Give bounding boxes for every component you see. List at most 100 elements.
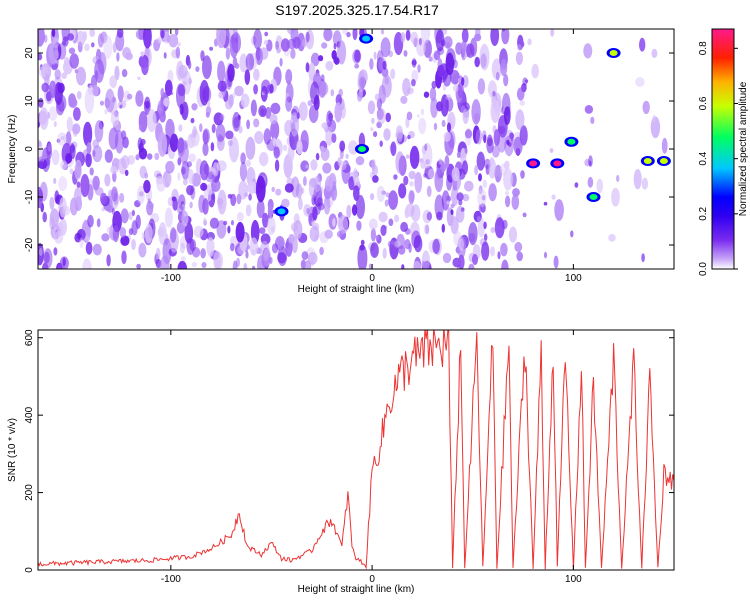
speckle-blob bbox=[515, 109, 525, 131]
speckle-blob bbox=[583, 43, 593, 59]
speckle-blob bbox=[326, 110, 333, 128]
speckle-blob bbox=[69, 53, 79, 69]
speckle-blob bbox=[403, 175, 409, 186]
speckle-blob bbox=[165, 118, 175, 140]
figure-title: S197.2025.325.17.54.R17 bbox=[275, 2, 439, 18]
speckle-blob bbox=[92, 181, 99, 192]
speckle-blob bbox=[74, 232, 82, 243]
speckle-blob bbox=[442, 69, 452, 87]
speckle-blob bbox=[281, 198, 290, 208]
speckle-blob bbox=[211, 178, 221, 192]
speckle-blob bbox=[295, 183, 303, 199]
speckle-blob bbox=[474, 165, 479, 176]
speckle-blob bbox=[263, 128, 271, 145]
speckle-blob bbox=[68, 97, 78, 108]
speckle-blob bbox=[321, 42, 328, 49]
speckle-blob bbox=[178, 124, 183, 132]
speckle-blob bbox=[167, 172, 172, 184]
speckle-blob bbox=[108, 189, 114, 198]
speckle-blob bbox=[425, 224, 430, 235]
speckle-blob bbox=[253, 68, 260, 81]
speckle-blob bbox=[49, 208, 60, 227]
speckle-blob bbox=[303, 176, 307, 187]
speckle-blob bbox=[543, 201, 548, 206]
speckle-blob bbox=[633, 169, 642, 190]
spectrogram-y-label: Frequency (Hz) bbox=[7, 115, 18, 184]
speckle-blob bbox=[177, 137, 185, 154]
speckle-blob bbox=[85, 152, 92, 168]
speckle-blob bbox=[376, 108, 384, 120]
speckle-blob bbox=[85, 241, 93, 255]
speckle-blob bbox=[315, 152, 320, 161]
speckle-blob bbox=[357, 70, 366, 93]
speckle-blob bbox=[87, 84, 94, 96]
speckle-blob bbox=[116, 52, 120, 62]
speckle-blob bbox=[177, 172, 181, 181]
speckle-blob bbox=[110, 110, 120, 127]
speckle-blob bbox=[94, 59, 105, 83]
speckle-blob bbox=[462, 108, 469, 125]
speckle-blob bbox=[307, 251, 318, 265]
speckle-blob bbox=[181, 76, 188, 87]
speckle-blob bbox=[325, 125, 333, 146]
speckle-blob bbox=[446, 200, 450, 205]
speckle-blob bbox=[354, 63, 360, 69]
speckle-blob bbox=[280, 38, 290, 52]
speckle-blob bbox=[372, 175, 379, 183]
feature-core bbox=[659, 158, 668, 164]
speckle-blob bbox=[395, 125, 403, 140]
speckle-blob bbox=[236, 193, 242, 205]
speckle-blob bbox=[140, 51, 145, 57]
speckle-blob bbox=[138, 148, 148, 160]
speckle-blob bbox=[493, 129, 500, 147]
speckle-blob bbox=[396, 233, 405, 250]
colorbar-tick-label: 0.8 bbox=[698, 41, 709, 55]
speckle-blob bbox=[225, 47, 231, 60]
speckle-blob bbox=[476, 151, 485, 171]
speckle-blob bbox=[418, 117, 427, 134]
feature-core bbox=[529, 160, 538, 167]
speckle-blob bbox=[207, 100, 211, 107]
speckle-blob bbox=[250, 99, 257, 117]
speckle-blob bbox=[332, 217, 336, 227]
speckle-blob bbox=[51, 149, 60, 166]
speckle-blob bbox=[470, 37, 478, 57]
speckle-blob bbox=[320, 74, 325, 82]
speckle-blob bbox=[330, 89, 335, 97]
speckle-blob bbox=[227, 140, 233, 147]
speckle-blob bbox=[169, 228, 179, 253]
speckle-blob bbox=[225, 130, 234, 140]
speckle-blob bbox=[202, 55, 212, 80]
speckle-blob bbox=[263, 40, 269, 45]
speckle-blob bbox=[301, 38, 308, 48]
speckle-blob bbox=[57, 82, 65, 94]
speckle-blob bbox=[442, 29, 448, 35]
speckle-blob bbox=[253, 84, 258, 95]
speckle-blob bbox=[229, 136, 239, 163]
speckle-blob bbox=[181, 160, 190, 180]
speckle-blob bbox=[500, 163, 508, 176]
speckle-blob bbox=[437, 58, 443, 70]
speckle-blob bbox=[38, 139, 43, 161]
snr-y-label: SNR (10 * v/v) bbox=[7, 418, 18, 482]
speckle-blob bbox=[181, 211, 189, 227]
speckle-blob bbox=[223, 220, 228, 226]
speckle-blob bbox=[403, 50, 408, 57]
speckle-blob bbox=[58, 176, 68, 192]
speckle-blob bbox=[323, 29, 333, 42]
speckle-blob bbox=[450, 69, 460, 85]
speckle-blob bbox=[446, 174, 453, 191]
speckle-blob bbox=[382, 247, 387, 259]
speckle-blob bbox=[54, 69, 61, 80]
speckle-blob bbox=[370, 227, 376, 242]
speckle-blob bbox=[144, 172, 149, 179]
speckle-blob bbox=[63, 56, 70, 67]
speckle-blob bbox=[458, 238, 464, 252]
speckle-blob bbox=[38, 29, 45, 47]
spectrogram-speckle bbox=[38, 29, 668, 269]
speckle-blob bbox=[214, 251, 223, 269]
speckle-blob bbox=[551, 194, 556, 200]
speckle-blob bbox=[211, 193, 215, 200]
feature-core bbox=[277, 208, 286, 215]
speckle-blob bbox=[38, 97, 44, 108]
